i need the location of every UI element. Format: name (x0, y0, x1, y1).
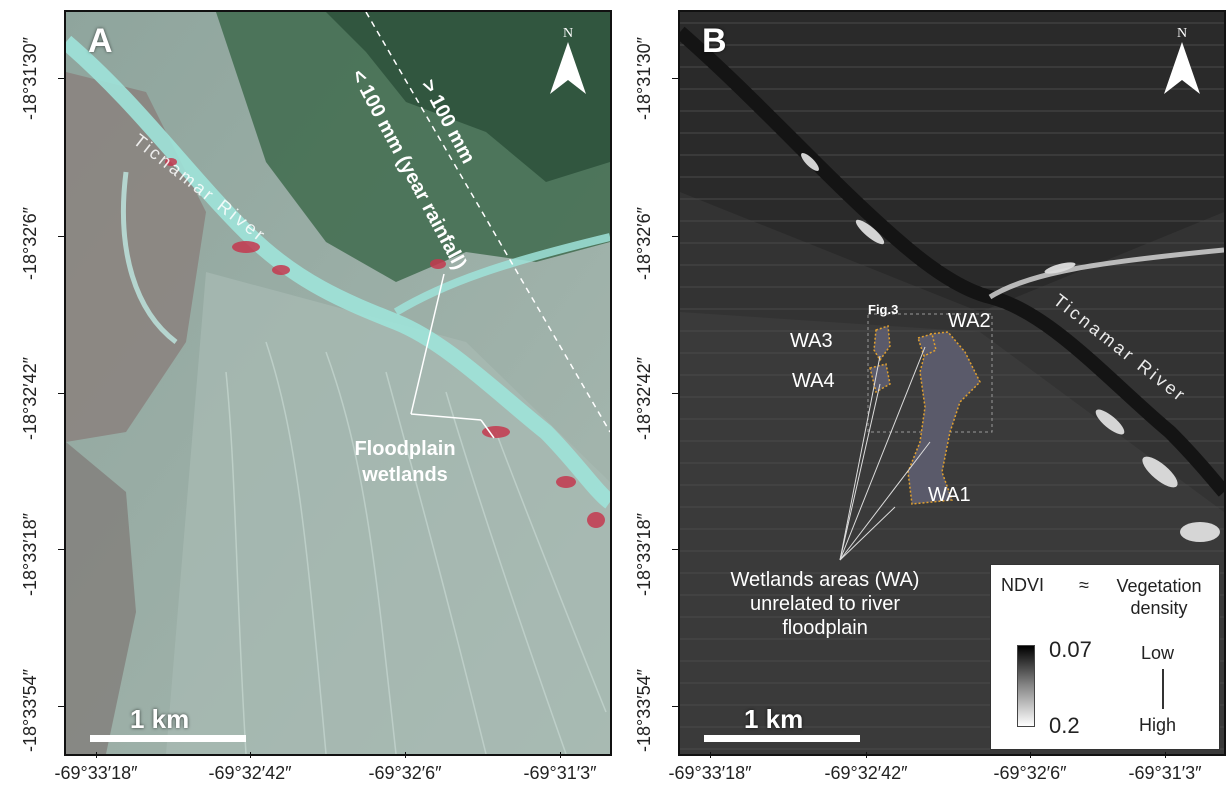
legend-color-ramp (1017, 645, 1035, 727)
lon-tickmark (1165, 752, 1166, 758)
lat-tick-b-5: -18°33′54″ (634, 668, 654, 752)
legend-meaning: Vegetation density (1109, 575, 1209, 619)
lat-tickmark (672, 393, 678, 394)
legend-min-value: 0.2 (1049, 713, 1080, 738)
lon-tick-b-1: -69°33′18″ (668, 763, 752, 783)
lon-tickmark (250, 752, 251, 758)
lon-tickmark (560, 752, 561, 758)
lat-tick-a-5: -18°33′54″ (20, 668, 40, 752)
lat-tick-b-1: -18°31′30″ (634, 36, 654, 120)
north-arrow: N (548, 26, 588, 116)
scale-label-b: 1 km (744, 704, 804, 734)
scale-bar-b: 1 km (704, 704, 860, 742)
scale-bar-line-a (90, 735, 246, 742)
wetlands-callout-line1: Wetlands areas (WA) (730, 569, 920, 591)
floodplain-wetlands-line1: Floodplain (354, 438, 456, 460)
lon-tickmark (405, 752, 406, 758)
lat-tick-a-2: -18°32′6″ (20, 207, 40, 280)
lon-tickmark (710, 752, 711, 758)
wetland-label-wa2: WA2 (948, 310, 991, 332)
lat-tickmark (58, 236, 64, 237)
lat-tickmark (58, 393, 64, 394)
fig3-reference: Fig.3 (868, 302, 899, 317)
wetland-label-wa4: WA4 (792, 370, 835, 392)
legend-max-value: 0.07 (1049, 637, 1092, 662)
legend-high-label: High (1139, 715, 1177, 735)
lat-tickmark (58, 78, 64, 79)
lat-tick-b-4: -18°33′18″ (634, 512, 654, 596)
ndvi-legend: NDVI ≈ Vegetation density 0.07 0.2 Low H… (990, 564, 1220, 750)
wetlands-callout-line3: floodplain (782, 617, 868, 639)
map-panel-b: B N Ticnamar River Fig.3 WA3 WA4 WA2 WA1… (678, 10, 1226, 756)
scale-label-a: 1 km (130, 704, 190, 734)
lat-tick-a-3: -18°32′42″ (20, 356, 40, 440)
lon-tickmark (866, 752, 867, 758)
lon-tick-b-4: -69°31′3″ (1128, 763, 1202, 783)
legend-approx-symbol: ≈ (1079, 575, 1089, 595)
wetland-label-wa3: WA3 (790, 330, 833, 352)
lat-tickmark (672, 549, 678, 550)
lat-tickmark (58, 549, 64, 550)
lon-tick-b-3: -69°32′6″ (993, 763, 1067, 783)
panel-letter-a: A (88, 22, 113, 60)
legend-low-label: Low (1141, 643, 1175, 663)
legend-scale-line (1162, 669, 1164, 709)
lat-tickmark (672, 706, 678, 707)
wetlands-callout-line2: unrelated to river (749, 593, 901, 615)
lon-tick-a-1: -69°33′18″ (54, 763, 138, 783)
lon-tickmark (96, 752, 97, 758)
lat-tick-a-4: -18°33′18″ (20, 512, 40, 596)
lon-tick-b-2: -69°32′42″ (824, 763, 908, 783)
map-panel-a: A N Ticnamar River > 100 mm < 100 mm (ye… (64, 10, 612, 756)
lat-tickmark (672, 236, 678, 237)
north-arrow-icon (550, 42, 586, 94)
floodplain-wetlands-label: Floodplain wetlands (330, 436, 480, 488)
north-label-b: N (1176, 26, 1188, 41)
lon-tick-a-2: -69°32′42″ (208, 763, 292, 783)
legend-meaning-line2: density (1130, 598, 1188, 618)
lat-tick-a-1: -18°31′30″ (20, 36, 40, 120)
floodplain-wetlands-line2: wetlands (362, 464, 448, 486)
lon-tick-a-4: -69°31′3″ (523, 763, 597, 783)
wetlands-callout: Wetlands areas (WA) unrelated to river f… (700, 568, 950, 640)
panel-letter-b: B (702, 22, 727, 60)
lat-tick-b-2: -18°32′6″ (634, 207, 654, 280)
lat-tickmark (58, 706, 64, 707)
false-color-satellite-image (66, 12, 610, 754)
lon-tickmark (1030, 752, 1031, 758)
legend-title: NDVI (1001, 575, 1045, 595)
north-arrow-icon (1164, 42, 1200, 94)
wetland-label-wa1: WA1 (928, 484, 971, 506)
scale-bar-line-b (704, 735, 860, 742)
lon-tick-a-3: -69°32′6″ (368, 763, 442, 783)
lat-tickmark (672, 78, 678, 79)
scale-bar-a: 1 km (90, 704, 246, 742)
north-arrow-b: N (1162, 26, 1202, 116)
legend-meaning-line1: Vegetation (1116, 576, 1202, 596)
north-label: N (562, 26, 574, 41)
lat-tick-b-3: -18°32′42″ (634, 356, 654, 440)
